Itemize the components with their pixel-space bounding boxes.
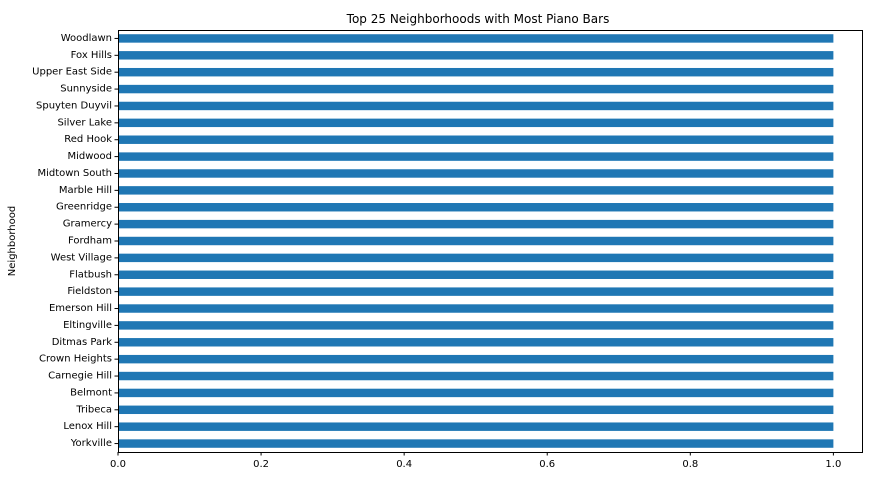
y-tick-label: Red Hook bbox=[64, 134, 112, 145]
bar bbox=[118, 118, 834, 128]
bar bbox=[118, 270, 834, 279]
bar bbox=[118, 354, 834, 364]
y-tick-label: Greenridge bbox=[56, 202, 112, 213]
y-tick-label: Gramercy bbox=[63, 219, 112, 230]
y-tick-label: Flatbush bbox=[69, 269, 112, 280]
plot-frame bbox=[118, 30, 863, 453]
bar bbox=[118, 67, 834, 77]
y-tick-label: Carnegie Hill bbox=[48, 371, 112, 382]
bar bbox=[118, 84, 834, 94]
y-tick-label: Ditmas Park bbox=[52, 337, 112, 348]
y-tick-label: Tribeca bbox=[75, 404, 112, 415]
bar bbox=[118, 203, 834, 212]
y-tick-label: Spuyten Duyvil bbox=[36, 100, 112, 111]
bar bbox=[118, 34, 834, 43]
y-tick-label: Silver Lake bbox=[57, 117, 112, 128]
y-axis-label: Neighborhood bbox=[7, 206, 18, 276]
bar bbox=[118, 219, 834, 229]
y-tick-label: Fieldston bbox=[67, 286, 112, 297]
y-tick-label: Yorkville bbox=[70, 438, 112, 449]
y-tick-label: Marble Hill bbox=[59, 185, 112, 196]
x-tick-label: 0.8 bbox=[682, 459, 698, 470]
bar bbox=[118, 236, 834, 246]
bar bbox=[118, 152, 834, 161]
y-tick-label: Belmont bbox=[70, 387, 112, 398]
bar bbox=[118, 439, 834, 448]
bar bbox=[118, 253, 834, 263]
x-tick-label: 0.4 bbox=[396, 459, 412, 470]
y-tick-label: Eltingville bbox=[63, 320, 112, 331]
y-tick-label: Crown Heights bbox=[39, 354, 112, 365]
x-tick-label: 1.0 bbox=[825, 459, 841, 470]
y-tick-label: West Village bbox=[51, 252, 112, 263]
bar bbox=[118, 169, 834, 178]
bar bbox=[118, 405, 834, 415]
bar bbox=[118, 388, 834, 398]
y-tick-label: Midtown South bbox=[37, 168, 112, 179]
bar bbox=[118, 186, 834, 195]
y-tick-label: Woodlawn bbox=[61, 33, 112, 44]
bar bbox=[118, 101, 834, 111]
y-tick-label: Fordham bbox=[68, 236, 112, 247]
y-tick-label: Emerson Hill bbox=[49, 303, 112, 314]
y-tick-label: Lenox Hill bbox=[63, 421, 112, 432]
y-tick-label: Midwood bbox=[67, 151, 112, 162]
x-axis-ticks: 0.0 0.2 0.4 0.6 0.8 1.0 bbox=[110, 452, 841, 470]
bar bbox=[118, 338, 834, 347]
bar bbox=[118, 287, 834, 296]
bar bbox=[118, 321, 834, 330]
chart-title: Top 25 Neighborhoods with Most Piano Bar… bbox=[346, 12, 610, 26]
bar bbox=[118, 422, 834, 431]
y-tick-label: Fox Hills bbox=[71, 50, 112, 61]
x-tick-label: 0.2 bbox=[253, 459, 269, 470]
y-tick-label: Sunnyside bbox=[60, 84, 112, 95]
bar bbox=[118, 304, 834, 313]
bar bbox=[118, 135, 834, 144]
y-axis-ticks: Woodlawn Fox Hills Upper East Side Sunnysid… bbox=[32, 33, 118, 449]
x-tick-label: 0.0 bbox=[110, 459, 126, 470]
bars-group bbox=[118, 34, 834, 448]
bar bbox=[118, 51, 834, 60]
x-tick-label: 0.6 bbox=[539, 459, 555, 470]
y-tick-label: Upper East Side bbox=[32, 67, 112, 78]
bar bbox=[118, 371, 834, 381]
